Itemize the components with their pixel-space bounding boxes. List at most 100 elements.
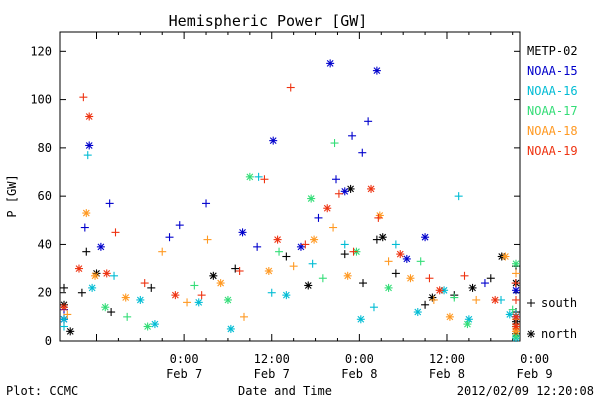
- south-point-marker: [314, 213, 323, 222]
- south-point-marker: [197, 291, 206, 300]
- south-point-marker: [289, 262, 298, 271]
- south-point-marker: [123, 312, 132, 321]
- legend-entry: NOAA-16: [527, 84, 578, 98]
- north-point-marker: [343, 271, 352, 280]
- x-tick-time-label: 12:00: [429, 352, 465, 366]
- north-point-marker: [226, 324, 235, 333]
- south-point-marker: [231, 264, 240, 273]
- south-point-marker: [282, 252, 291, 261]
- south-point-marker: [175, 221, 184, 230]
- south-point-marker: [512, 295, 520, 304]
- north-point-marker: [491, 295, 500, 304]
- north-point-marker: [512, 322, 520, 331]
- north-point-marker: [468, 283, 477, 292]
- north-point-marker: [60, 315, 68, 324]
- south-point-marker: [111, 228, 120, 237]
- north-point-marker: [421, 233, 430, 242]
- south-point-marker: [340, 250, 349, 259]
- north-point-marker: [143, 322, 152, 331]
- north-point-marker: [194, 298, 203, 307]
- x-tick-date-label: Feb 9: [517, 367, 553, 381]
- south-point-marker: [508, 305, 517, 314]
- south-point-marker: [359, 279, 368, 288]
- x-tick-time-label: 0:00: [345, 352, 374, 366]
- south-point-marker: [267, 288, 276, 297]
- north-point-marker: [307, 194, 316, 203]
- north-point-marker: [396, 250, 405, 259]
- south-point-marker: [60, 322, 68, 331]
- north-point-marker: [323, 204, 332, 213]
- south-point-marker: [254, 172, 263, 181]
- x-tick-date-label: Feb 7: [166, 367, 202, 381]
- south-point-marker: [286, 83, 295, 92]
- north-point-marker: [372, 66, 381, 75]
- y-tick-label: 0: [45, 334, 52, 348]
- svg-text:south: south: [541, 296, 577, 310]
- x-axis-label: Date and Time: [238, 384, 332, 398]
- south-point-marker: [358, 148, 367, 157]
- y-tick-label: 100: [30, 93, 52, 107]
- legend-entry: NOAA-18: [527, 124, 578, 138]
- south-point-marker: [450, 293, 459, 302]
- south-point-marker: [332, 175, 340, 184]
- data-points-layer: [60, 59, 520, 342]
- x-tick-time-label: 12:00: [254, 352, 290, 366]
- south-point-marker: [384, 257, 393, 266]
- south-point-marker: [158, 247, 167, 256]
- south-point-marker: [301, 240, 310, 249]
- north-point-marker: [384, 283, 393, 292]
- south-point-marker: [391, 269, 400, 278]
- north-point-marker: [96, 242, 105, 251]
- south-point-marker: [79, 93, 88, 102]
- north-point-marker: [273, 235, 282, 244]
- north-point-marker: [340, 187, 349, 196]
- legend: METP-02 NOAA-15 NOAA-16 NOAA-17 NOAA-18 NOAA-…: [527, 44, 578, 341]
- south-point-marker: [105, 199, 114, 208]
- north-point-marker: [209, 271, 218, 280]
- north-point-marker: [512, 327, 520, 336]
- svg-text:north: north: [541, 327, 577, 341]
- north-point-marker: [378, 233, 387, 242]
- north-point-marker: [326, 59, 335, 68]
- north-point-marker: [238, 228, 247, 237]
- north-point-marker: [136, 295, 145, 304]
- south-point-marker: [425, 274, 434, 283]
- north-point-marker: [60, 303, 68, 312]
- north-point-marker: [85, 141, 94, 150]
- south-point-marker: [80, 223, 89, 232]
- south-point-marker: [63, 310, 72, 319]
- south-point-marker: [240, 312, 248, 321]
- north-point-marker: [269, 136, 278, 145]
- south-point-marker: [486, 274, 495, 283]
- south-point-marker: [147, 283, 156, 292]
- south-point-marker: [110, 271, 119, 280]
- south-point-marker: [472, 295, 481, 304]
- south-point-marker: [369, 303, 378, 312]
- south-point-marker: [454, 192, 463, 201]
- north-point-marker: [512, 259, 520, 268]
- north-point-marker: [102, 269, 111, 278]
- north-point-marker: [264, 266, 273, 275]
- south-point-marker: [429, 295, 438, 304]
- north-point-marker: [406, 274, 415, 283]
- north-point-marker: [82, 209, 91, 218]
- south-point-marker: [349, 247, 358, 256]
- south-point-marker: [340, 240, 349, 249]
- legend-entry: NOAA-19: [527, 144, 578, 158]
- y-tick-label: 40: [38, 237, 52, 251]
- south-point-marker: [348, 131, 357, 140]
- north-point-marker: [216, 279, 225, 288]
- north-point-marker: [512, 286, 520, 295]
- south-point-marker: [83, 151, 92, 160]
- north-point-marker: [171, 291, 180, 300]
- south-point-marker: [235, 266, 244, 275]
- north-point-marker: [367, 184, 376, 193]
- south-point-marker: [318, 274, 327, 283]
- north-point-marker: [85, 112, 94, 121]
- south-point-marker: [416, 257, 425, 266]
- y-tick-label: 20: [38, 286, 52, 300]
- south-point-marker: [203, 235, 212, 244]
- y-tick-label: 120: [30, 44, 52, 58]
- x-tick-time-label: 0:00: [170, 352, 199, 366]
